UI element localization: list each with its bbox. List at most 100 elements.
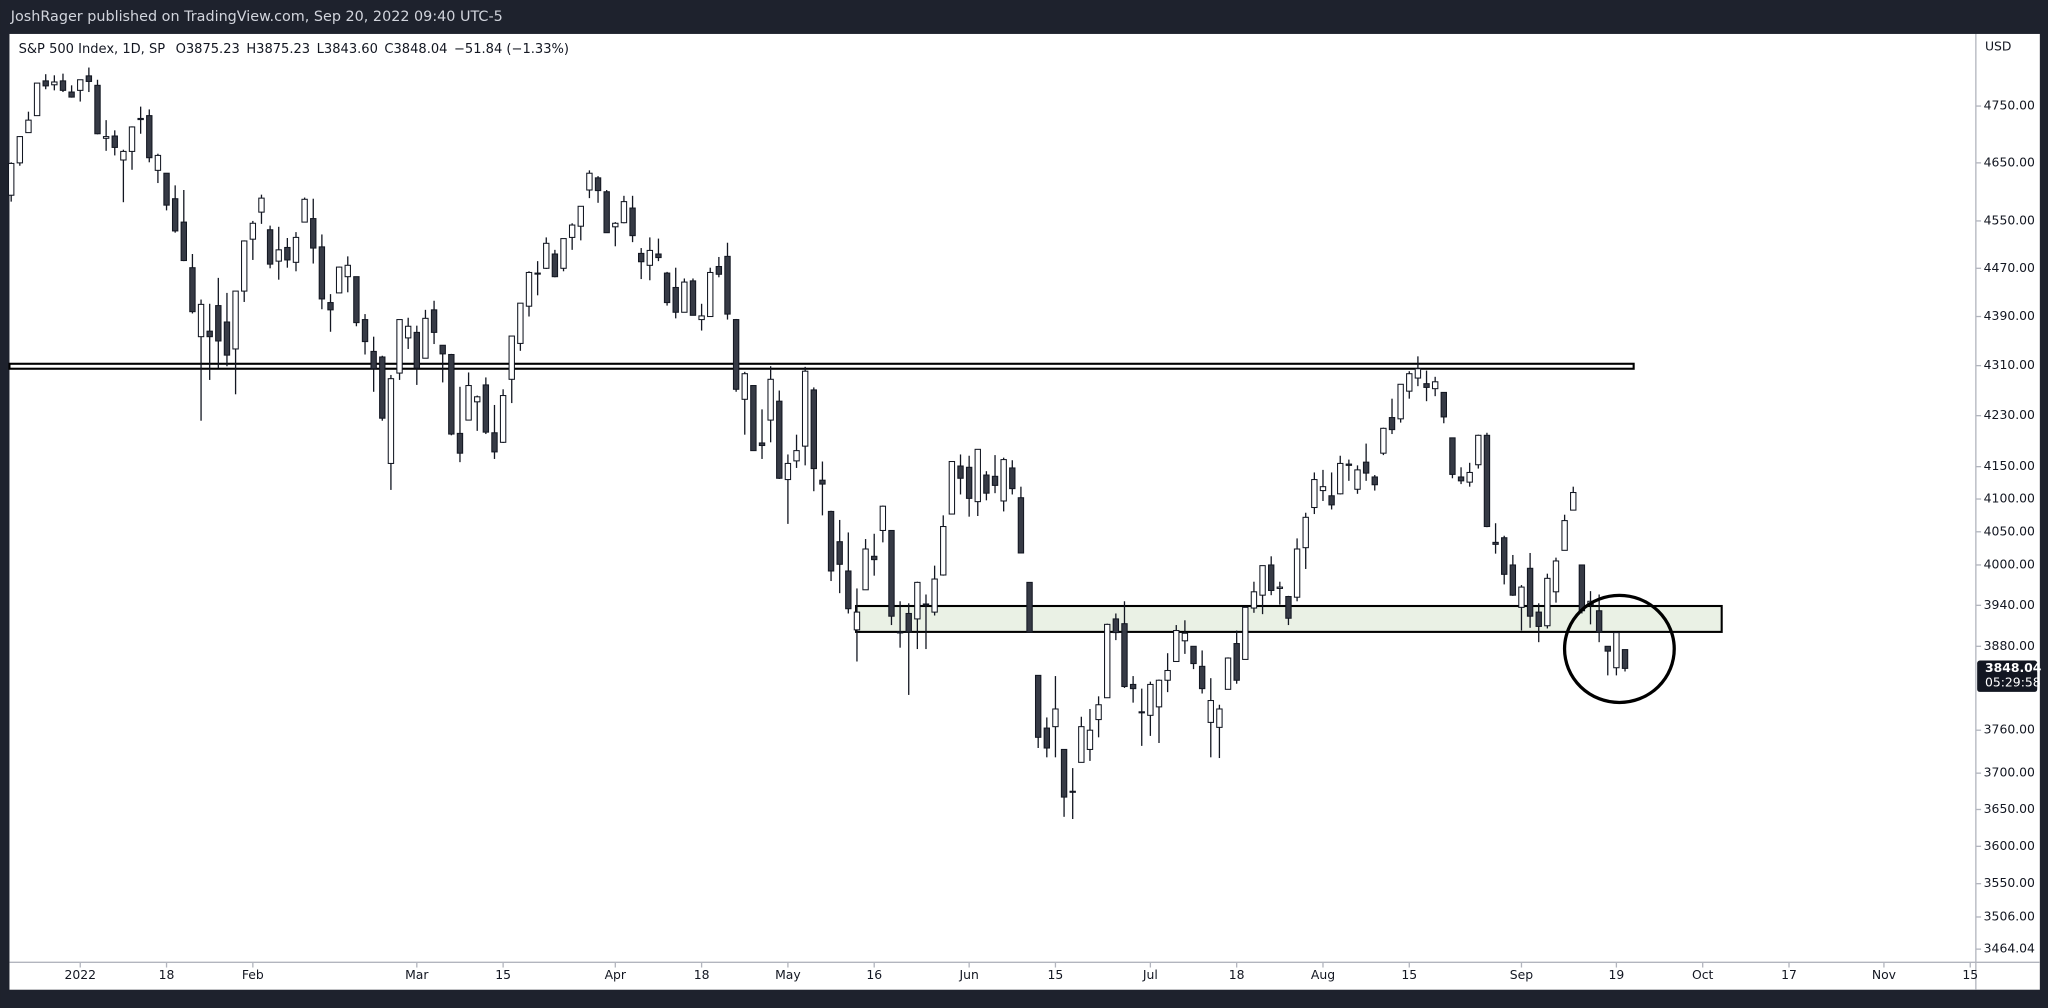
candle-body (215, 305, 222, 342)
candle-body (94, 84, 101, 135)
candle-body (387, 378, 395, 464)
candle-body (732, 319, 740, 390)
candle-body (1595, 610, 1603, 633)
candle-body (672, 286, 679, 313)
candle-body (1164, 669, 1171, 681)
legend-item: C3848.04 (384, 42, 447, 57)
x-tick-label: Feb (242, 967, 264, 982)
x-tick-label: 18 (159, 967, 175, 982)
candle-body (353, 276, 360, 324)
candle-body (931, 578, 938, 613)
candle-body (1224, 657, 1232, 690)
candle-body (171, 198, 179, 232)
annotation-circle (1562, 593, 1676, 705)
candle-body (655, 253, 662, 259)
candle-body (784, 462, 792, 481)
candle-body (1095, 704, 1102, 721)
x-tick-label: 18 (1229, 967, 1245, 982)
candle-body (16, 136, 24, 164)
candle-body (370, 350, 377, 370)
candle-body (1535, 611, 1542, 627)
candle-body (456, 432, 464, 454)
candle-body (1017, 497, 1025, 554)
candle-body (551, 253, 559, 278)
candle-body (827, 510, 835, 572)
candle-body (1060, 748, 1068, 798)
y-tick-label: 4050.00 (1984, 523, 2035, 538)
y-tick-label: 3760.00 (1984, 722, 2035, 737)
candle-body (1466, 471, 1473, 483)
candle-body (862, 548, 869, 591)
candle-body (1276, 586, 1284, 589)
candle-body (586, 172, 593, 191)
candle-body (1104, 623, 1111, 699)
candle-body (379, 356, 386, 419)
y-tick-label: 4750.00 (1984, 98, 2035, 113)
candle-body (525, 271, 533, 307)
candle-body (137, 117, 144, 121)
candle-body (594, 177, 602, 192)
candle-body (404, 325, 412, 339)
x-tick-label: Mar (405, 967, 429, 982)
x-tick-label: 15 (1401, 967, 1417, 982)
candle-body (922, 603, 930, 606)
candle-body (120, 150, 127, 161)
y-tick-label: 4150.00 (1984, 458, 2035, 473)
candle-body (249, 222, 257, 240)
candle-body (758, 442, 766, 447)
countdown: 05:29:58 (1985, 674, 2041, 689)
x-tick-label: Aug (1311, 967, 1335, 982)
candle-body (154, 154, 162, 171)
candle-body (681, 281, 688, 313)
candle-body (1414, 368, 1422, 379)
candle-body (1009, 467, 1016, 490)
candle-body (51, 81, 58, 86)
candle-body (793, 450, 800, 462)
candle-body (59, 80, 67, 91)
candle-body (482, 384, 490, 433)
candle-body (1397, 383, 1404, 420)
y-tick-label: 4310.00 (1984, 357, 2035, 372)
candle-body (344, 264, 351, 278)
candle-body (128, 126, 136, 152)
x-tick-label: Sep (1510, 967, 1533, 982)
candle-body (560, 238, 567, 269)
candle-body (1293, 548, 1301, 598)
candle-body (1526, 567, 1534, 617)
candle-body (1406, 373, 1413, 392)
candle-body (1354, 469, 1361, 490)
candle-body (301, 198, 308, 223)
candle-body (474, 396, 481, 403)
currency: USD (1985, 39, 2011, 54)
candle-body (1570, 491, 1577, 511)
candle-body (1198, 665, 1206, 690)
candle-body (646, 249, 654, 266)
candle-body (888, 529, 895, 617)
candle-body (491, 432, 498, 453)
candle-body (879, 505, 887, 531)
candle-body (905, 612, 912, 633)
candle-body (430, 309, 438, 333)
candle-body (1544, 577, 1551, 627)
candle-body (1052, 708, 1059, 728)
candle-body (1501, 537, 1508, 575)
candle-body (543, 242, 550, 269)
candle-body (845, 570, 852, 610)
candle-body (1604, 645, 1611, 652)
candle-body (1475, 434, 1482, 466)
candle-body (1285, 596, 1292, 619)
candle-body (568, 224, 576, 238)
candle-body (508, 335, 515, 380)
candle-body (1034, 674, 1042, 738)
header-title: JoshRager published on TradingView.com, … (10, 9, 503, 25)
candle-body (707, 271, 714, 318)
candle-body (223, 321, 231, 356)
candle-body (1337, 462, 1344, 495)
candle-body (1155, 679, 1163, 708)
candle-body (146, 115, 153, 159)
candle-body (1086, 729, 1094, 750)
candle-body (1267, 564, 1275, 591)
candle-body (767, 378, 774, 421)
candle-body (1613, 632, 1620, 669)
